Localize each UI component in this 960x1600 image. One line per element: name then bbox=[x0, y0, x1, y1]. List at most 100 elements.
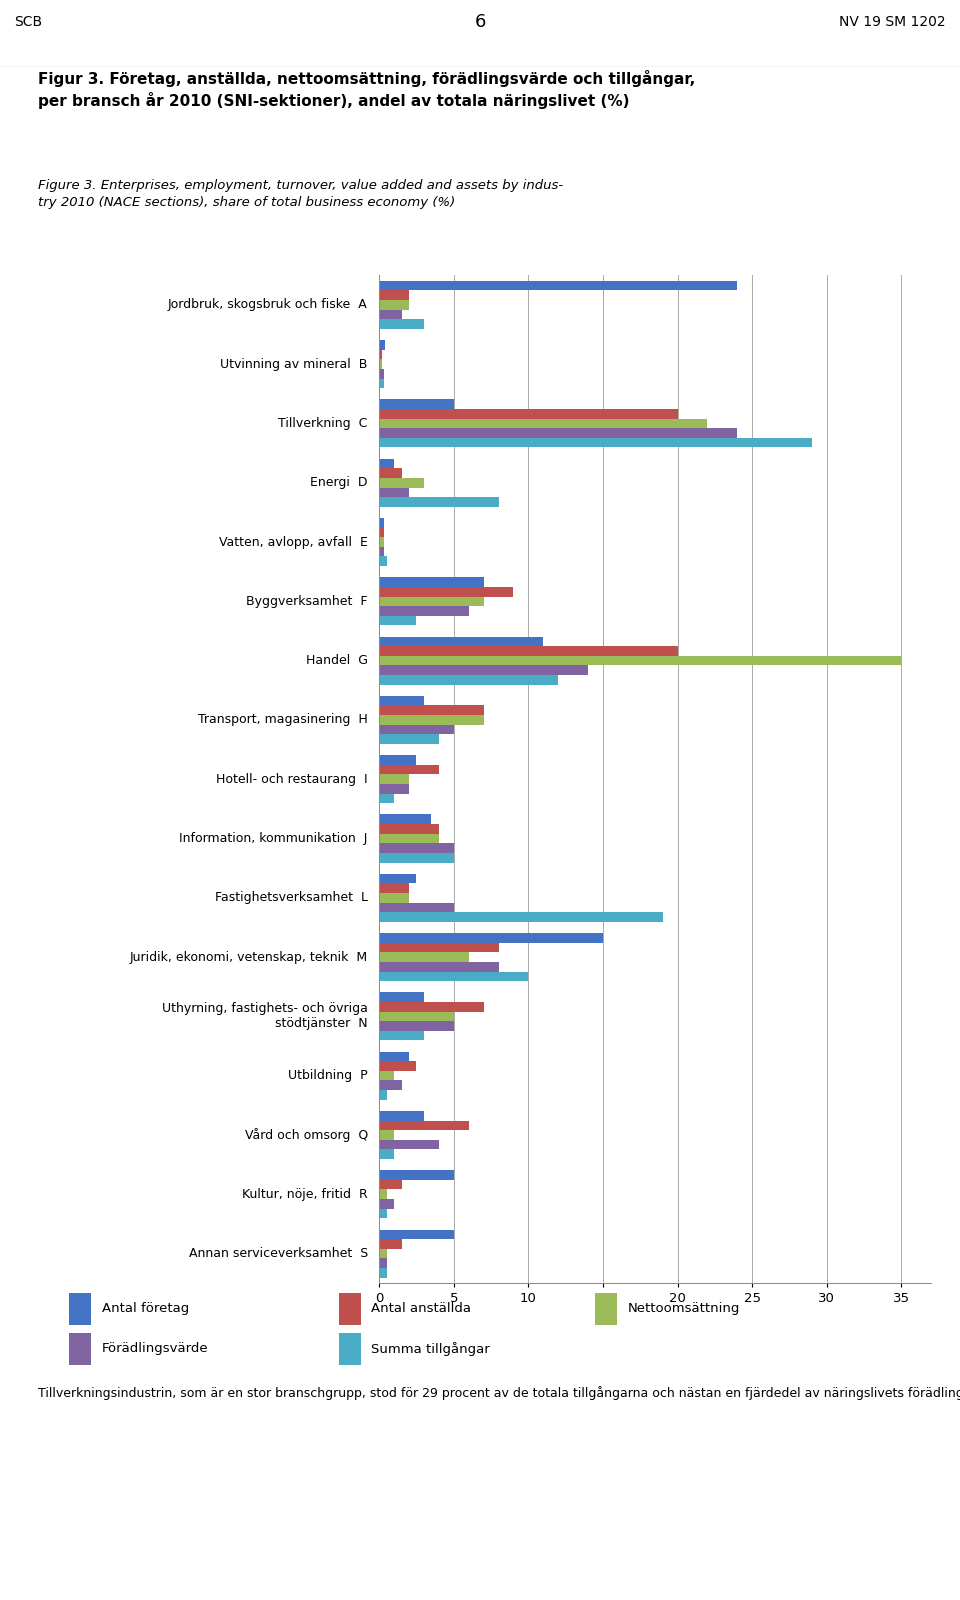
Bar bbox=[379, 291, 409, 301]
Bar bbox=[379, 1248, 387, 1258]
Bar bbox=[379, 469, 401, 478]
Bar bbox=[379, 725, 454, 734]
Bar bbox=[379, 478, 424, 488]
Bar bbox=[379, 438, 812, 448]
Bar bbox=[379, 666, 588, 675]
Text: Tillverkningsindustrin, som är en stor branschgrupp, stod för 29 procent av de t: Tillverkningsindustrin, som är en stor b… bbox=[38, 1386, 960, 1400]
Bar bbox=[339, 1333, 361, 1365]
Bar bbox=[379, 853, 454, 862]
Text: Nettoomsättning: Nettoomsättning bbox=[628, 1302, 740, 1315]
Bar bbox=[379, 578, 484, 587]
Bar bbox=[379, 706, 484, 715]
Bar bbox=[379, 734, 439, 744]
Bar bbox=[379, 912, 662, 922]
Text: Juridik, ekonomi, vetenskap, teknik  M: Juridik, ekonomi, vetenskap, teknik M bbox=[130, 950, 368, 963]
Bar bbox=[379, 606, 468, 616]
Bar bbox=[379, 282, 737, 291]
Bar bbox=[379, 637, 543, 646]
Bar bbox=[379, 1130, 395, 1139]
Text: NV 19 SM 1202: NV 19 SM 1202 bbox=[839, 16, 946, 29]
Bar bbox=[379, 597, 484, 606]
Bar bbox=[379, 488, 409, 498]
Bar bbox=[379, 350, 382, 360]
Bar bbox=[379, 902, 454, 912]
Bar bbox=[379, 518, 384, 528]
Bar bbox=[379, 952, 468, 962]
Text: Annan serviceverksamhet  S: Annan serviceverksamhet S bbox=[188, 1246, 368, 1261]
Bar bbox=[379, 814, 431, 824]
Bar bbox=[379, 942, 498, 952]
Bar bbox=[379, 1149, 395, 1158]
Bar bbox=[379, 360, 382, 370]
Text: Jordbruk, skogsbruk och fiske  A: Jordbruk, skogsbruk och fiske A bbox=[168, 298, 368, 312]
Bar bbox=[69, 1293, 91, 1325]
Text: Information, kommunikation  J: Information, kommunikation J bbox=[180, 832, 368, 845]
Bar bbox=[379, 557, 387, 566]
Bar bbox=[379, 696, 424, 706]
Text: Vatten, avlopp, avfall  E: Vatten, avlopp, avfall E bbox=[219, 536, 368, 549]
Bar bbox=[379, 1208, 387, 1218]
Bar bbox=[379, 1080, 401, 1090]
Bar bbox=[379, 933, 603, 942]
Bar bbox=[379, 379, 384, 389]
Bar bbox=[379, 962, 498, 971]
Text: Utvinning av mineral  B: Utvinning av mineral B bbox=[221, 358, 368, 371]
Bar bbox=[379, 1179, 401, 1189]
Bar bbox=[379, 1090, 387, 1099]
Bar bbox=[379, 429, 737, 438]
Bar bbox=[379, 528, 384, 538]
Bar bbox=[69, 1333, 91, 1365]
Bar bbox=[379, 1198, 395, 1208]
Bar bbox=[379, 765, 439, 774]
Bar bbox=[379, 656, 901, 666]
Bar bbox=[379, 1120, 468, 1130]
Bar bbox=[379, 893, 409, 902]
Bar bbox=[379, 971, 528, 981]
Bar bbox=[379, 1051, 409, 1061]
Bar bbox=[379, 419, 708, 429]
Bar bbox=[379, 1070, 395, 1080]
Text: Antal företag: Antal företag bbox=[102, 1302, 189, 1315]
Text: Förädlingsvärde: Förädlingsvärde bbox=[102, 1342, 208, 1355]
Bar bbox=[339, 1293, 361, 1325]
Bar bbox=[379, 843, 454, 853]
Text: Antal anställda: Antal anställda bbox=[372, 1302, 471, 1315]
Bar bbox=[379, 370, 384, 379]
Bar bbox=[379, 715, 484, 725]
Bar bbox=[379, 1021, 454, 1030]
Bar bbox=[379, 400, 454, 410]
Bar bbox=[379, 646, 678, 656]
Bar bbox=[379, 310, 401, 320]
Text: Kultur, nöje, fritid  R: Kultur, nöje, fritid R bbox=[242, 1187, 368, 1200]
Text: Byggverksamhet  F: Byggverksamhet F bbox=[247, 595, 368, 608]
Bar bbox=[379, 675, 558, 685]
Bar bbox=[379, 616, 417, 626]
Bar bbox=[379, 1011, 454, 1021]
Bar bbox=[379, 774, 409, 784]
Text: Figur 3. Företag, anställda, nettoomsättning, förädlingsvärde och tillgångar,
pe: Figur 3. Företag, anställda, nettoomsätt… bbox=[38, 70, 696, 109]
Text: Vård och omsorg  Q: Vård och omsorg Q bbox=[245, 1128, 368, 1142]
Bar bbox=[379, 498, 498, 507]
Bar bbox=[379, 784, 409, 794]
Bar bbox=[379, 874, 417, 883]
Bar bbox=[379, 1139, 439, 1149]
Text: Handel  G: Handel G bbox=[306, 654, 368, 667]
Bar bbox=[379, 320, 424, 330]
Text: Uthyrning, fastighets- och övriga
stödtjänster  N: Uthyrning, fastighets- och övriga stödtj… bbox=[162, 1002, 368, 1030]
Text: Transport, magasinering  H: Transport, magasinering H bbox=[198, 714, 368, 726]
Bar bbox=[379, 1030, 424, 1040]
Bar bbox=[379, 410, 678, 419]
Text: Hotell- och restaurang  I: Hotell- och restaurang I bbox=[216, 773, 368, 786]
Text: Utbildning  P: Utbildning P bbox=[288, 1069, 368, 1082]
Text: Tillverkning  C: Tillverkning C bbox=[278, 418, 368, 430]
Bar bbox=[379, 1061, 417, 1070]
Bar bbox=[379, 1258, 387, 1267]
Bar bbox=[379, 1229, 454, 1238]
Text: Summa tillgångar: Summa tillgångar bbox=[372, 1342, 491, 1355]
Bar bbox=[379, 341, 385, 350]
Bar bbox=[379, 538, 384, 547]
Text: 6: 6 bbox=[474, 13, 486, 32]
Bar bbox=[379, 1110, 424, 1120]
Text: Energi  D: Energi D bbox=[310, 477, 368, 490]
Bar bbox=[379, 794, 395, 803]
